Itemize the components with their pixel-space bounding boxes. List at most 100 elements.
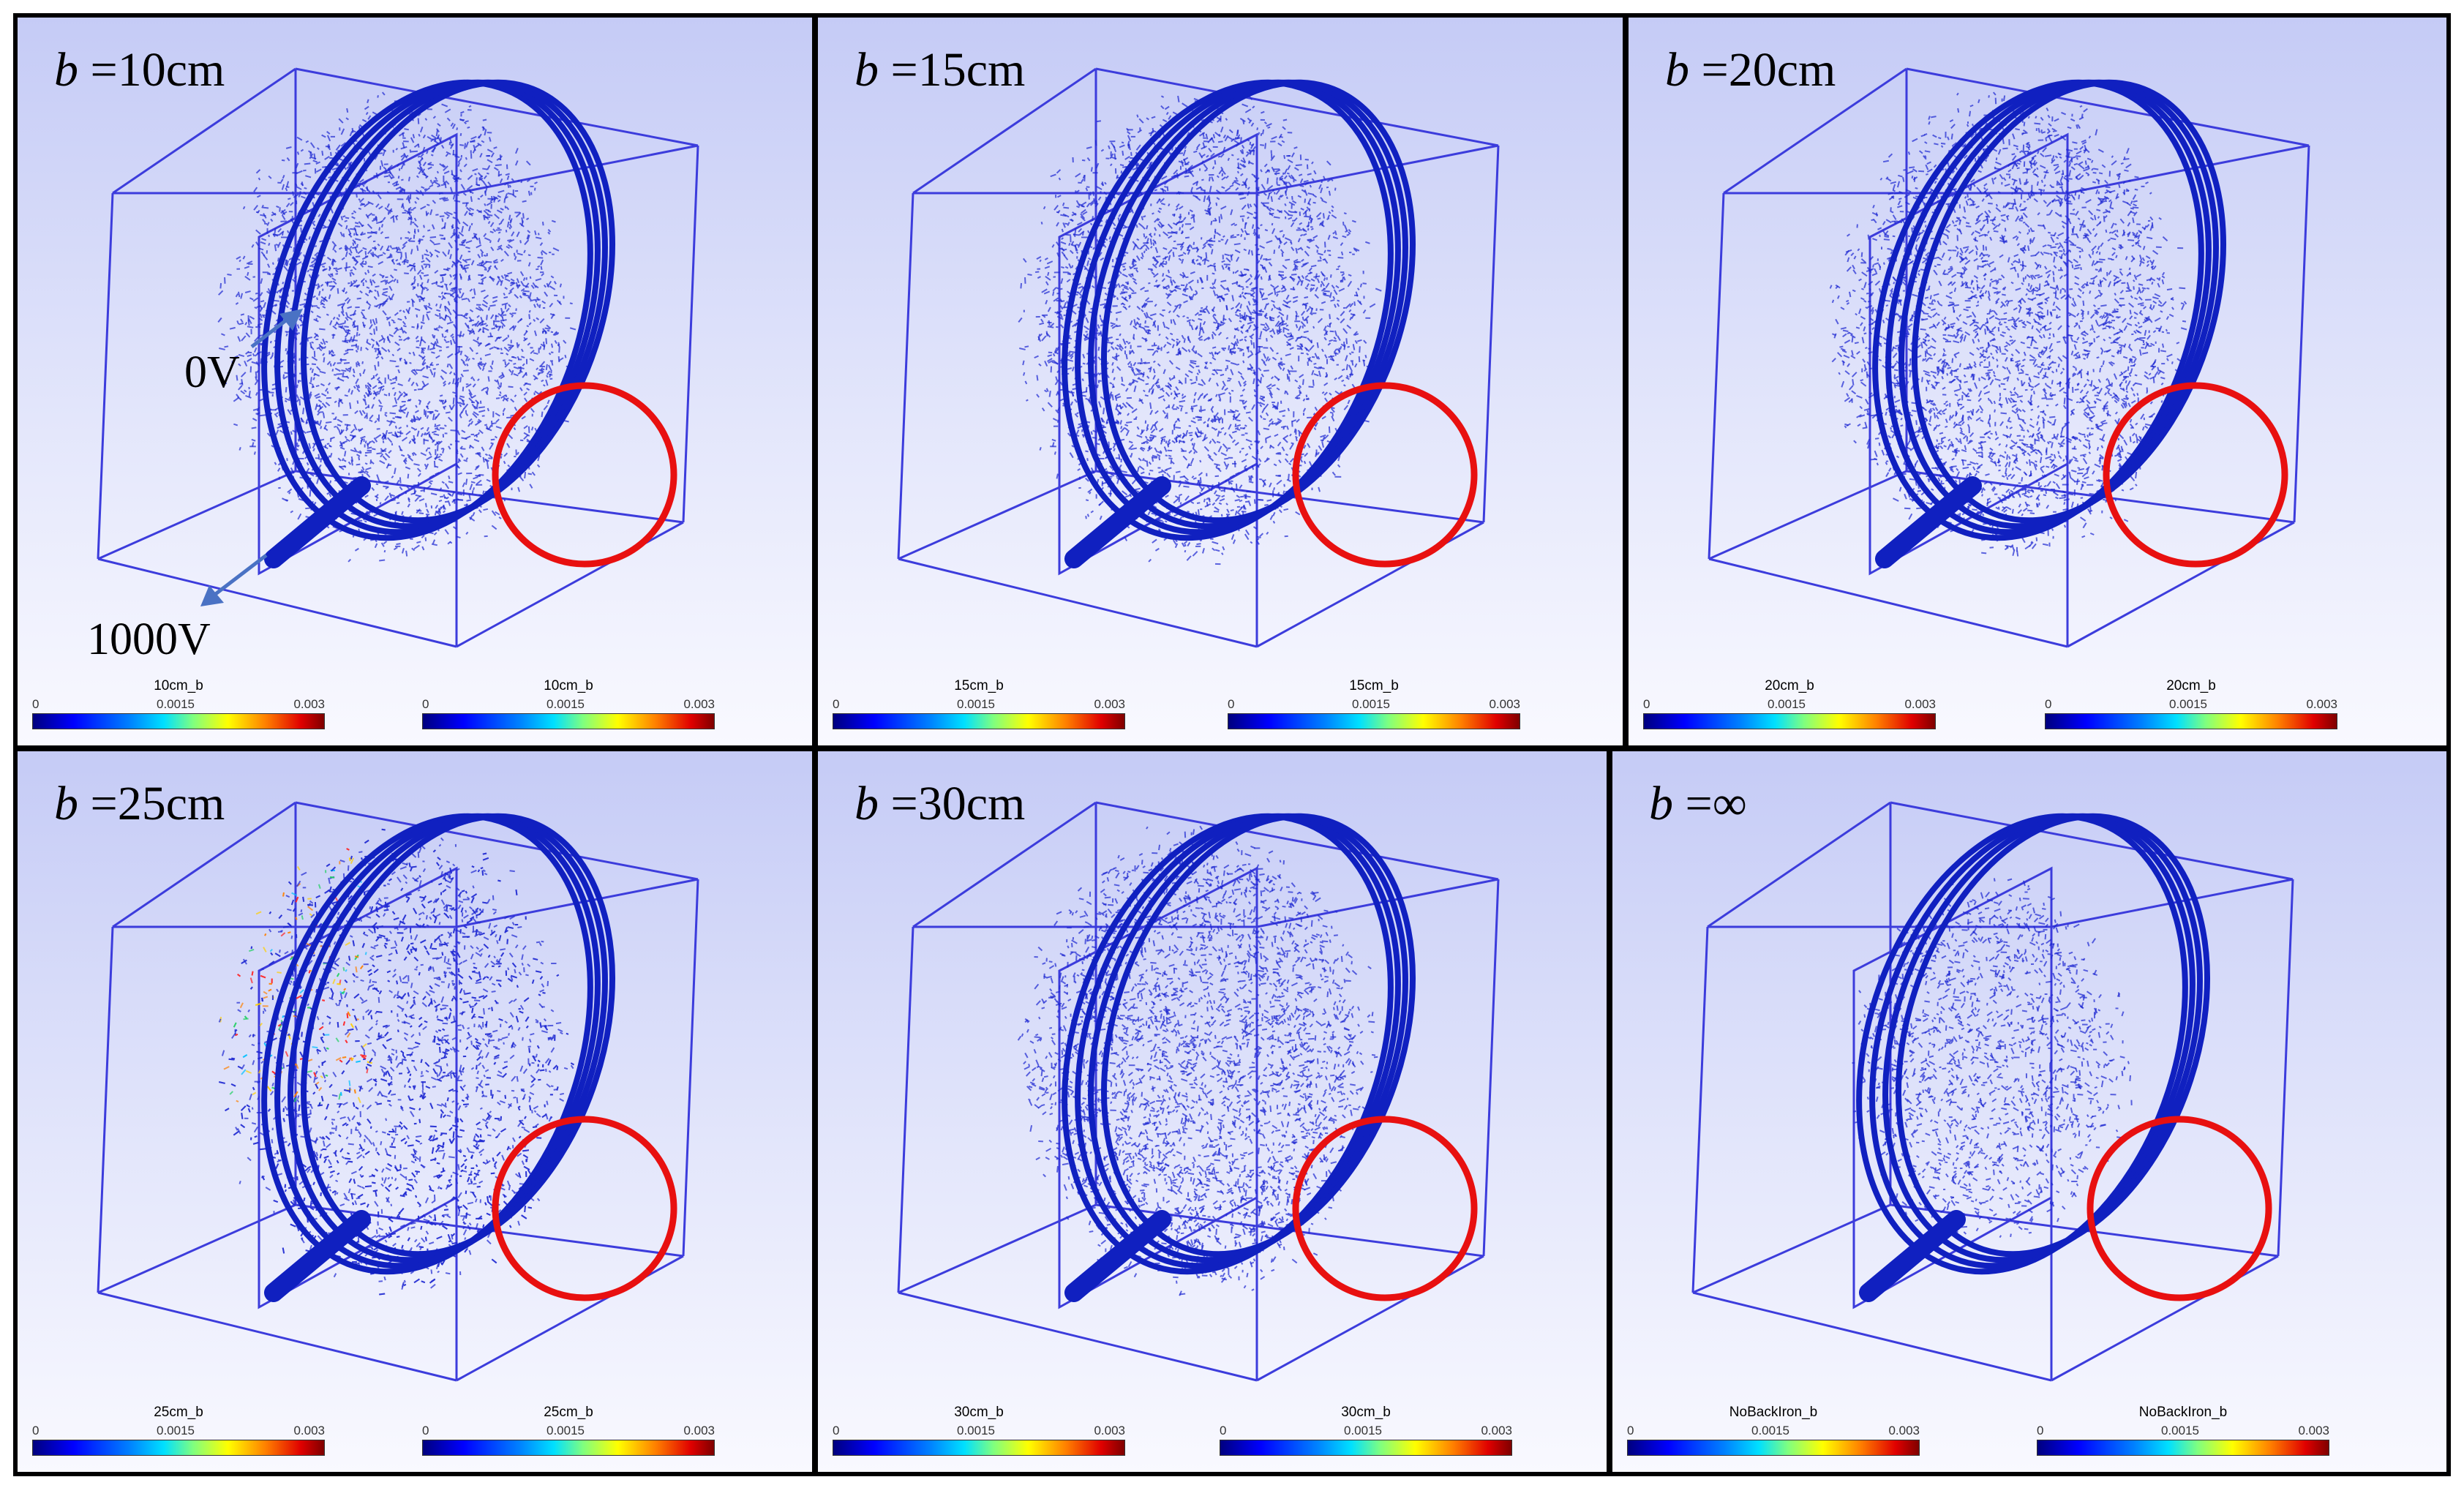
colorbar-tick-max: 0.003 (1888, 1424, 1920, 1437)
domain-box-edge (898, 470, 1097, 560)
b-value: =25cm (90, 777, 225, 830)
colorbar-tick-max: 0.003 (1481, 1424, 1512, 1437)
domain-box-edge (898, 1291, 1258, 1382)
b-value: =15cm (890, 43, 1026, 97)
colorbar-gradient (833, 713, 1125, 729)
colorbar-tick-min: 0 (2037, 1424, 2044, 1437)
colorbar-title: NoBackIron_b (2138, 1405, 2228, 1420)
colorbar-tick-min: 0 (2045, 697, 2052, 711)
b-symbol: b (1665, 43, 1689, 97)
feed-tube (1064, 1210, 1171, 1302)
domain-box-edge (1906, 67, 2310, 147)
domain-box-edge (1708, 557, 2068, 648)
domain-box-edge (1708, 192, 1725, 560)
colorbar-tick-min: 0 (1627, 1424, 1634, 1437)
colorbar-tick-min: 0 (422, 697, 429, 711)
b-symbol: b (54, 777, 78, 830)
domain-box-edge (1707, 801, 1891, 928)
domain-box-edge (456, 1255, 684, 1382)
domain-box-edge (2277, 879, 2294, 1257)
colorbar-title: 25cm_b (544, 1405, 593, 1420)
b-value: =10cm (90, 43, 225, 97)
domain-box-edge (898, 1203, 1097, 1294)
simulation-panel: b =10cm 0V 1000V 10cm_b 0 0.0015 0.003 10cm_b 0 0… (18, 18, 812, 745)
feed-tube (264, 476, 371, 568)
trajectory-ring (301, 813, 615, 1258)
colorbar-tick-max: 0.003 (2298, 1424, 2329, 1437)
domain-box-edge (897, 926, 914, 1293)
domain-box-edge (456, 521, 684, 648)
colorbar-tick-mid: 0.0015 (957, 697, 995, 711)
colorbar-tick-max: 0.003 (683, 1424, 715, 1437)
panel-label: b =∞ (1649, 776, 1747, 832)
colorbar-gradient (1643, 713, 1936, 729)
domain-box-edge (1890, 801, 2294, 881)
trajectory-ring (1101, 79, 1416, 524)
domain-box-edge (912, 67, 1097, 195)
electrode-plate (1058, 866, 1258, 1309)
colorbar-tick-min: 0 (1643, 697, 1650, 711)
colorbar-tick-mid: 0.0015 (1352, 697, 1390, 711)
domain-box-edge (682, 145, 699, 523)
domain-box-edge (97, 557, 457, 648)
voltage-label-top: 0V (184, 347, 240, 397)
domain-box-edge (2293, 145, 2310, 523)
voltage-label-bottom: 1000V (87, 614, 211, 664)
domain-box-edge (1095, 801, 1499, 881)
domain-box-edge (912, 801, 1097, 928)
domain-box-edge (97, 926, 114, 1293)
arrow-1000v (212, 554, 268, 597)
colorbar-title: 20cm_b (2166, 678, 2216, 694)
trajectory-ring (301, 79, 615, 524)
domain-box-edge (897, 192, 914, 560)
domain-box-edge (1256, 1255, 1484, 1382)
highlight-circle (492, 382, 677, 568)
domain-box-edge (1095, 67, 1499, 147)
b-symbol: b (54, 43, 78, 97)
b-symbol: b (854, 777, 879, 830)
trajectory-ring (1912, 79, 2226, 524)
colorbar-tick-mid: 0.0015 (2169, 697, 2207, 711)
domain-box-edge (97, 470, 296, 560)
colorbar-gradient (2037, 1440, 2329, 1456)
domain-box-edge (97, 1291, 457, 1382)
highlight-circle (2103, 382, 2288, 568)
domain-box-edge (2067, 521, 2295, 648)
colorbar-title: 15cm_b (1349, 678, 1399, 694)
domain-box-edge (2051, 1255, 2279, 1382)
panel-label: b =30cm (854, 776, 1025, 832)
simulation-panel: b =∞ NoBackIron_b 0 0.0015 0.003 NoBackIron_b… (1612, 751, 2446, 1472)
domain-box-edge (898, 557, 1258, 648)
feed-tube (1064, 476, 1171, 568)
colorbar-tick-mid: 0.0015 (2161, 1424, 2199, 1437)
b-symbol: b (854, 43, 879, 97)
colorbar-gradient (1220, 1440, 1512, 1456)
colorbar-tick-max: 0.003 (1489, 697, 1520, 711)
domain-box-edge (295, 801, 699, 881)
highlight-circle (492, 1116, 677, 1301)
domain-box-edge (1691, 926, 1709, 1293)
particle-trajectory-plot (897, 801, 1500, 1382)
colorbar-title: 10cm_b (154, 678, 203, 694)
b-value: =∞ (1685, 777, 1747, 830)
domain-box-edge (97, 1203, 296, 1294)
trajectory-ring (1856, 813, 2188, 1275)
colorbar-tick-max: 0.003 (1094, 697, 1125, 711)
particle-trajectory-plot (97, 67, 699, 648)
colorbar-title: 15cm_b (954, 678, 1004, 694)
colorbar-tick-mid: 0.0015 (157, 697, 195, 711)
colorbar-tick-min: 0 (833, 697, 840, 711)
panel-label: b =25cm (54, 776, 225, 832)
colorbar-title: 10cm_b (544, 678, 593, 694)
simulation-panel: b =30cm 30cm_b 0 0.0015 0.003 30cm_b 0 0.0015 0.… (818, 751, 1607, 1472)
colorbar-tick-max: 0.003 (1904, 697, 1936, 711)
feed-tube (1875, 476, 1982, 568)
colorbar-tick-min: 0 (833, 1424, 840, 1437)
trajectory-ring (1062, 813, 1394, 1275)
colorbar-tick-min: 0 (1228, 697, 1235, 711)
electrode-plate (1868, 132, 2069, 576)
feed-tube (264, 1210, 371, 1302)
simulation-panel: b =25cm 25cm_b 0 0.0015 0.003 25cm_b 0 0.0015 0.… (18, 751, 812, 1472)
domain-box-edge (1482, 145, 1500, 523)
simulation-panel: b =15cm 15cm_b 0 0.0015 0.003 15cm_b 0 0.0015 0.… (818, 18, 1623, 745)
